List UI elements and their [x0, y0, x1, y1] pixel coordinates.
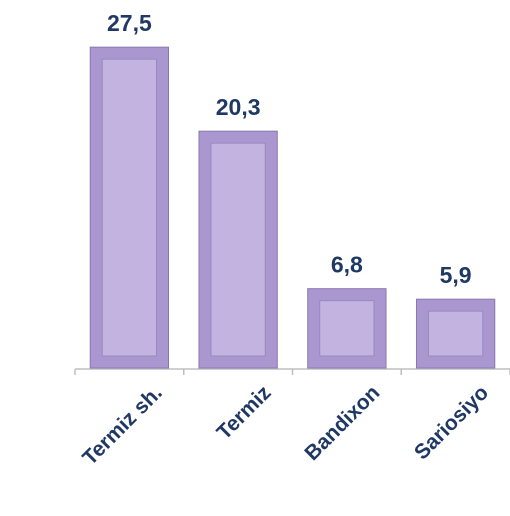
x-tick-label: Termiz: [213, 381, 276, 444]
x-tick-label: Sariosiyo: [410, 381, 493, 464]
value-label: 5,9: [440, 262, 472, 288]
bar-bevel: [210, 142, 266, 357]
bar-bevel: [427, 310, 484, 357]
value-label: 27,5: [107, 10, 152, 36]
bar-bevel: [319, 300, 375, 357]
value-label: 6,8: [331, 252, 363, 278]
bar-bevel: [101, 58, 158, 357]
x-tick-label: Termiz sh.: [78, 381, 167, 470]
value-label: 20,3: [216, 94, 261, 120]
x-tick-label: Bandixon: [300, 381, 384, 465]
